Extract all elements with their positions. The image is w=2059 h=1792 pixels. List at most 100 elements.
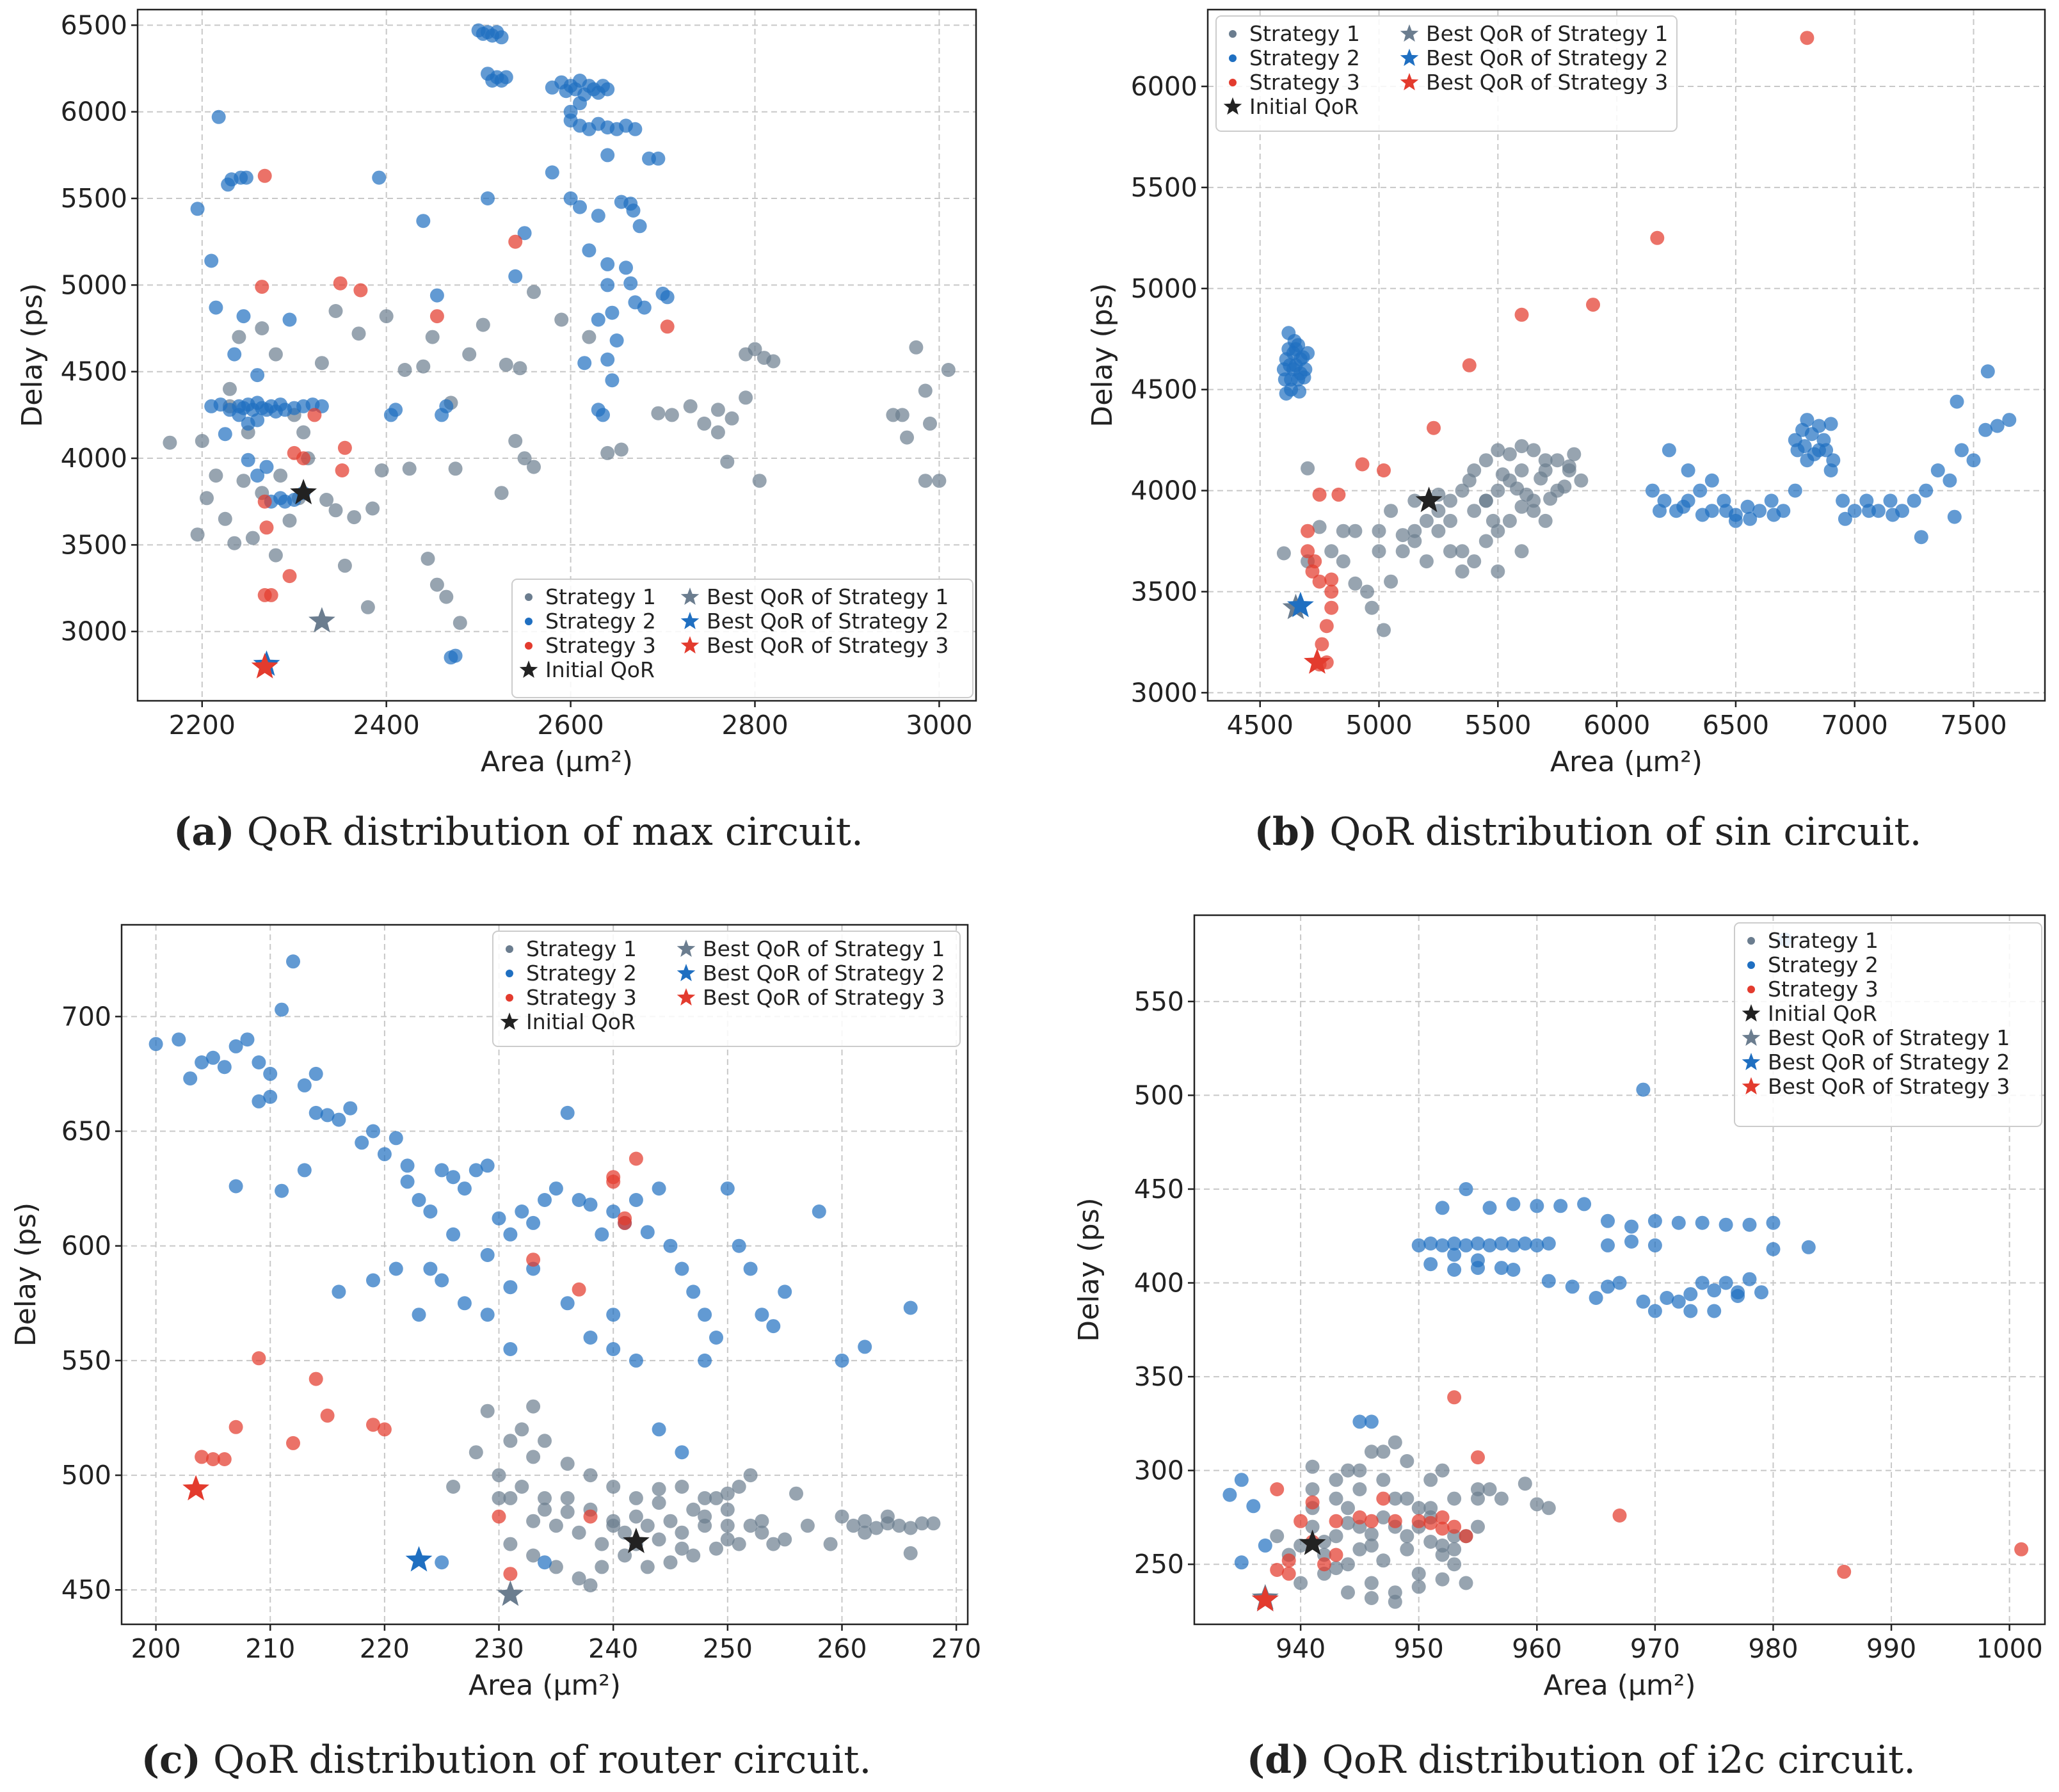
point-s2 — [1819, 443, 1834, 458]
point-s2 — [1847, 504, 1862, 518]
point-s2 — [1459, 1238, 1473, 1252]
point-s1 — [494, 486, 509, 500]
point-s1 — [1538, 513, 1553, 528]
point-s1 — [337, 558, 352, 573]
point-s1 — [1423, 1473, 1438, 1487]
point-s2 — [1947, 509, 1962, 524]
point-s1 — [900, 430, 914, 445]
legend-marker-b3 — [1742, 1077, 1761, 1095]
point-s1 — [1341, 1463, 1355, 1478]
point-s1 — [296, 425, 311, 440]
point-s1 — [1384, 574, 1398, 589]
point-s1 — [923, 416, 937, 431]
point-s1 — [823, 1537, 838, 1551]
point-s1 — [869, 1521, 884, 1535]
point-s1 — [1364, 1527, 1379, 1542]
point-s1 — [1352, 1463, 1367, 1478]
point-s1 — [1455, 564, 1470, 579]
point-s1 — [560, 1491, 575, 1505]
point-s2 — [389, 1131, 403, 1146]
point-s1 — [1411, 1501, 1426, 1516]
point-s3 — [1281, 1566, 1296, 1581]
star-b3 — [182, 1475, 209, 1501]
legend-label-b1: Best QoR of Strategy 1 — [707, 584, 949, 609]
x-tick-label: 5000 — [1345, 710, 1412, 740]
point-s2 — [743, 1261, 758, 1276]
point-s2 — [1565, 1279, 1580, 1294]
point-s2 — [1494, 1261, 1509, 1276]
point-s1 — [595, 1560, 609, 1574]
point-s2 — [1728, 513, 1743, 528]
x-tick-label: 270 — [931, 1633, 981, 1664]
caption-text: QoR distribution of i2c circuit. — [1310, 1738, 1916, 1782]
point-s2 — [1914, 530, 1928, 545]
point-s1 — [379, 309, 394, 324]
point-s1 — [709, 1541, 723, 1556]
legend-marker-b2 — [677, 964, 696, 982]
point-s2 — [1919, 483, 1934, 498]
point-s2 — [480, 1308, 495, 1322]
point-s2 — [1886, 508, 1900, 522]
point-s1 — [492, 1491, 506, 1505]
point-s1 — [397, 363, 412, 377]
x-axis-label: Area (μm²) — [469, 1669, 621, 1702]
point-s1 — [1400, 1491, 1414, 1506]
point-s1 — [469, 1445, 483, 1460]
caption-text: QoR distribution of router circuit. — [201, 1738, 872, 1782]
point-s1 — [1341, 1501, 1355, 1516]
point-s3 — [660, 319, 675, 334]
point-s2 — [517, 226, 532, 241]
x-tick-label: 210 — [245, 1633, 295, 1664]
point-s3 — [1331, 487, 1346, 502]
point-s1 — [554, 312, 569, 327]
point-s2 — [503, 1342, 518, 1356]
point-s2 — [629, 1193, 643, 1207]
point-s3 — [1324, 600, 1339, 615]
point-s2 — [446, 1227, 461, 1242]
point-s1 — [328, 503, 343, 518]
point-s1 — [918, 474, 933, 488]
point-s2 — [549, 1181, 563, 1196]
legend-marker-b1 — [1742, 1028, 1761, 1046]
point-s2 — [259, 460, 274, 474]
point-s1 — [1462, 473, 1477, 488]
point-s1 — [1294, 1576, 1308, 1590]
point-s1 — [664, 408, 679, 422]
point-s1 — [652, 1532, 666, 1547]
point-s1 — [606, 1518, 621, 1533]
point-s1 — [663, 1514, 678, 1528]
point-s1 — [1443, 513, 1457, 528]
point-s1 — [1530, 1497, 1544, 1512]
point-s2 — [538, 1193, 552, 1207]
point-s1 — [236, 474, 251, 488]
point-s2 — [651, 151, 666, 166]
point-s2 — [1589, 1291, 1603, 1305]
point-s1 — [725, 411, 739, 426]
point-s1 — [200, 491, 214, 506]
point-s3 — [618, 1211, 632, 1226]
point-s2 — [732, 1238, 746, 1253]
point-s1 — [526, 1399, 541, 1414]
point-s2 — [1671, 1294, 1686, 1309]
point-s2 — [812, 1204, 826, 1219]
point-s2 — [1612, 1276, 1627, 1290]
y-tick-label: 5000 — [1131, 273, 1198, 304]
point-s1 — [766, 354, 781, 369]
point-s1 — [195, 434, 209, 448]
point-s3 — [228, 1420, 243, 1434]
point-s1 — [766, 1537, 781, 1551]
y-axis-label: Delay (ps) — [1073, 1197, 1105, 1341]
point-s2 — [1482, 1238, 1497, 1252]
point-s1 — [499, 357, 513, 372]
point-s1 — [1276, 546, 1291, 561]
data-points — [148, 954, 941, 1606]
point-s1 — [858, 1525, 872, 1540]
point-s1 — [918, 383, 933, 398]
point-s2 — [1506, 1263, 1521, 1277]
x-tick-label: 250 — [703, 1633, 753, 1664]
point-s2 — [1943, 473, 1957, 488]
point-s2 — [209, 300, 223, 315]
point-s1 — [640, 1518, 655, 1533]
point-s1 — [1364, 1538, 1379, 1553]
